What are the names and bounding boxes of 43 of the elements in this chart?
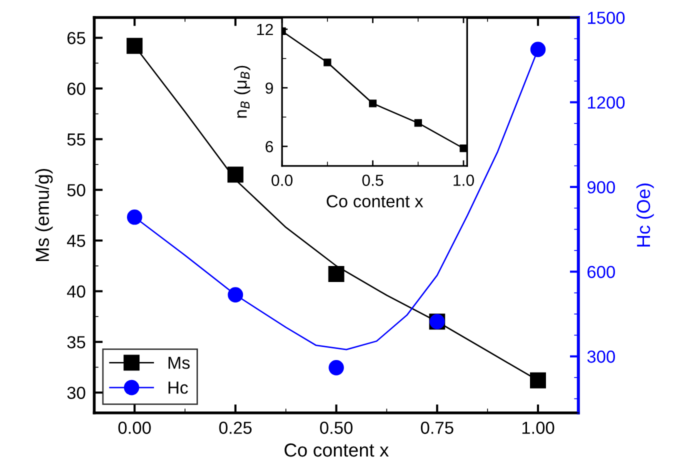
y-tick-label: 55 xyxy=(67,134,86,146)
legend-label: Hc xyxy=(168,382,188,394)
y-tick-label: 45 xyxy=(67,234,86,247)
x-tick-label: 0.25 xyxy=(219,422,252,434)
x-tick-label: 0.00 xyxy=(118,422,151,434)
x-axis-title: Co content x xyxy=(326,195,424,208)
y-tick-label: 40 xyxy=(67,285,86,298)
point xyxy=(126,210,142,225)
y-tick-label: 9 xyxy=(266,82,273,94)
y-axis-title: n$_{B}$ (μ$_{B}$) xyxy=(234,66,250,118)
y2-tick-label: 600 xyxy=(588,266,615,278)
x-tick-label: 0.5 xyxy=(362,174,384,186)
y2-tick-label: 1200 xyxy=(588,96,625,109)
point xyxy=(414,119,422,127)
point xyxy=(460,144,468,152)
x-tick-label: 0.50 xyxy=(320,422,353,434)
point xyxy=(227,166,244,183)
legend-label: Ms xyxy=(168,356,190,369)
y-tick-label: 60 xyxy=(67,82,86,95)
point xyxy=(126,38,143,54)
point xyxy=(228,287,244,302)
y-tick-label: 35 xyxy=(67,336,86,348)
x-tick-label: 0.0 xyxy=(272,174,293,186)
point xyxy=(324,58,332,66)
y-tick-label: 30 xyxy=(67,386,86,400)
point xyxy=(328,266,344,282)
point xyxy=(530,42,546,58)
point xyxy=(328,360,344,376)
y2-tick-label: 1500 xyxy=(588,12,625,24)
y-tick-label: 6 xyxy=(266,141,274,152)
x-tick-label: 1.0 xyxy=(454,174,474,186)
point xyxy=(530,372,546,388)
y2-axis-title: Hc (Oe) xyxy=(636,184,654,246)
x-axis-title: Co content x xyxy=(284,443,389,457)
y-axis-title: Ms (emu/g) xyxy=(35,168,53,262)
y-tick-label: 12 xyxy=(257,24,273,36)
y-tick-label: 50 xyxy=(67,184,86,196)
y2-tick-label: 900 xyxy=(587,181,615,194)
point xyxy=(368,100,377,108)
y2-tick-label: 300 xyxy=(587,350,615,363)
y-tick-label: 65 xyxy=(67,32,86,44)
x-tick-label: 0.75 xyxy=(420,422,454,434)
x-tick-label: 1.00 xyxy=(522,422,554,434)
